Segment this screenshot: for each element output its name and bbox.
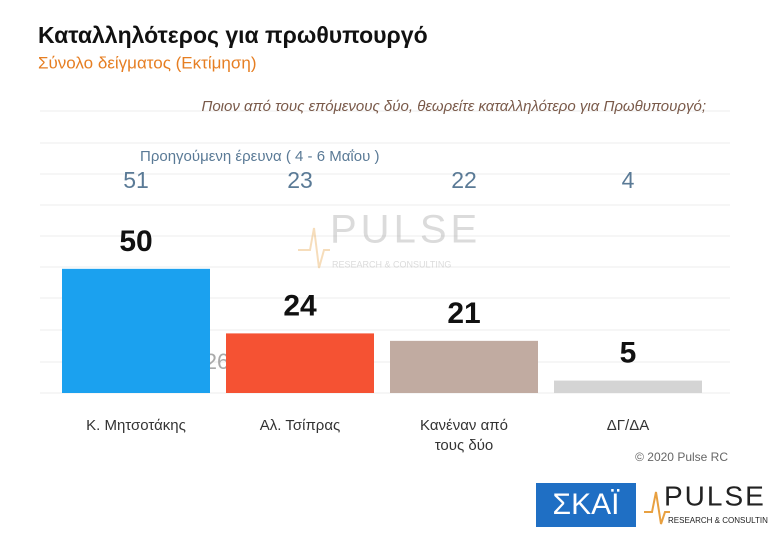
previous-label: Προηγούμενη έρευνα ( 4 - 6 Μαΐου )	[140, 148, 379, 165]
skai-logo	[536, 483, 636, 527]
previous-value: 23	[287, 167, 313, 193]
question: Ποιον από τους επόμενους δύο, θεωρείτε κ…	[201, 98, 706, 115]
bar	[390, 340, 538, 393]
pulse-logo-sub: RESEARCH & CONSULTING	[668, 516, 768, 525]
bar	[226, 333, 374, 393]
pulse-logo-text: PULSE	[664, 480, 766, 511]
previous-value: 4	[622, 167, 635, 193]
bar	[62, 268, 210, 393]
category-label: ΔΓ/ΔΑ	[606, 417, 650, 434]
previous-value: 51	[123, 167, 149, 193]
watermark-sub: RESEARCH & CONSULTING	[332, 259, 451, 269]
category-label: Κανέναν από τους δύο	[420, 417, 508, 454]
bar	[554, 380, 702, 393]
chart-subtitle: Σύνολο δείγματος (Εκτίμηση)	[38, 53, 257, 72]
value-label: 50	[119, 225, 152, 258]
value-label: 21	[447, 297, 480, 330]
category-label: Κ. Μητσοτάκης	[86, 417, 186, 434]
pulse-logo-icon	[644, 491, 670, 525]
watermark: PULSE RESEARCH & CONSULTING	[298, 208, 481, 269]
copyright: © 2020 Pulse RC	[635, 450, 728, 464]
previous-value: 22	[451, 167, 477, 193]
value-label: 5	[620, 337, 637, 370]
value-label: 24	[283, 289, 317, 322]
watermark-text: PULSE	[330, 208, 481, 252]
skai-logo-text: ΣΚΑΪ	[553, 488, 621, 521]
category-label: Αλ. Τσίπρας	[259, 417, 341, 434]
chart-title: Καταλληλότερος για πρωθυπουργό	[38, 22, 428, 48]
